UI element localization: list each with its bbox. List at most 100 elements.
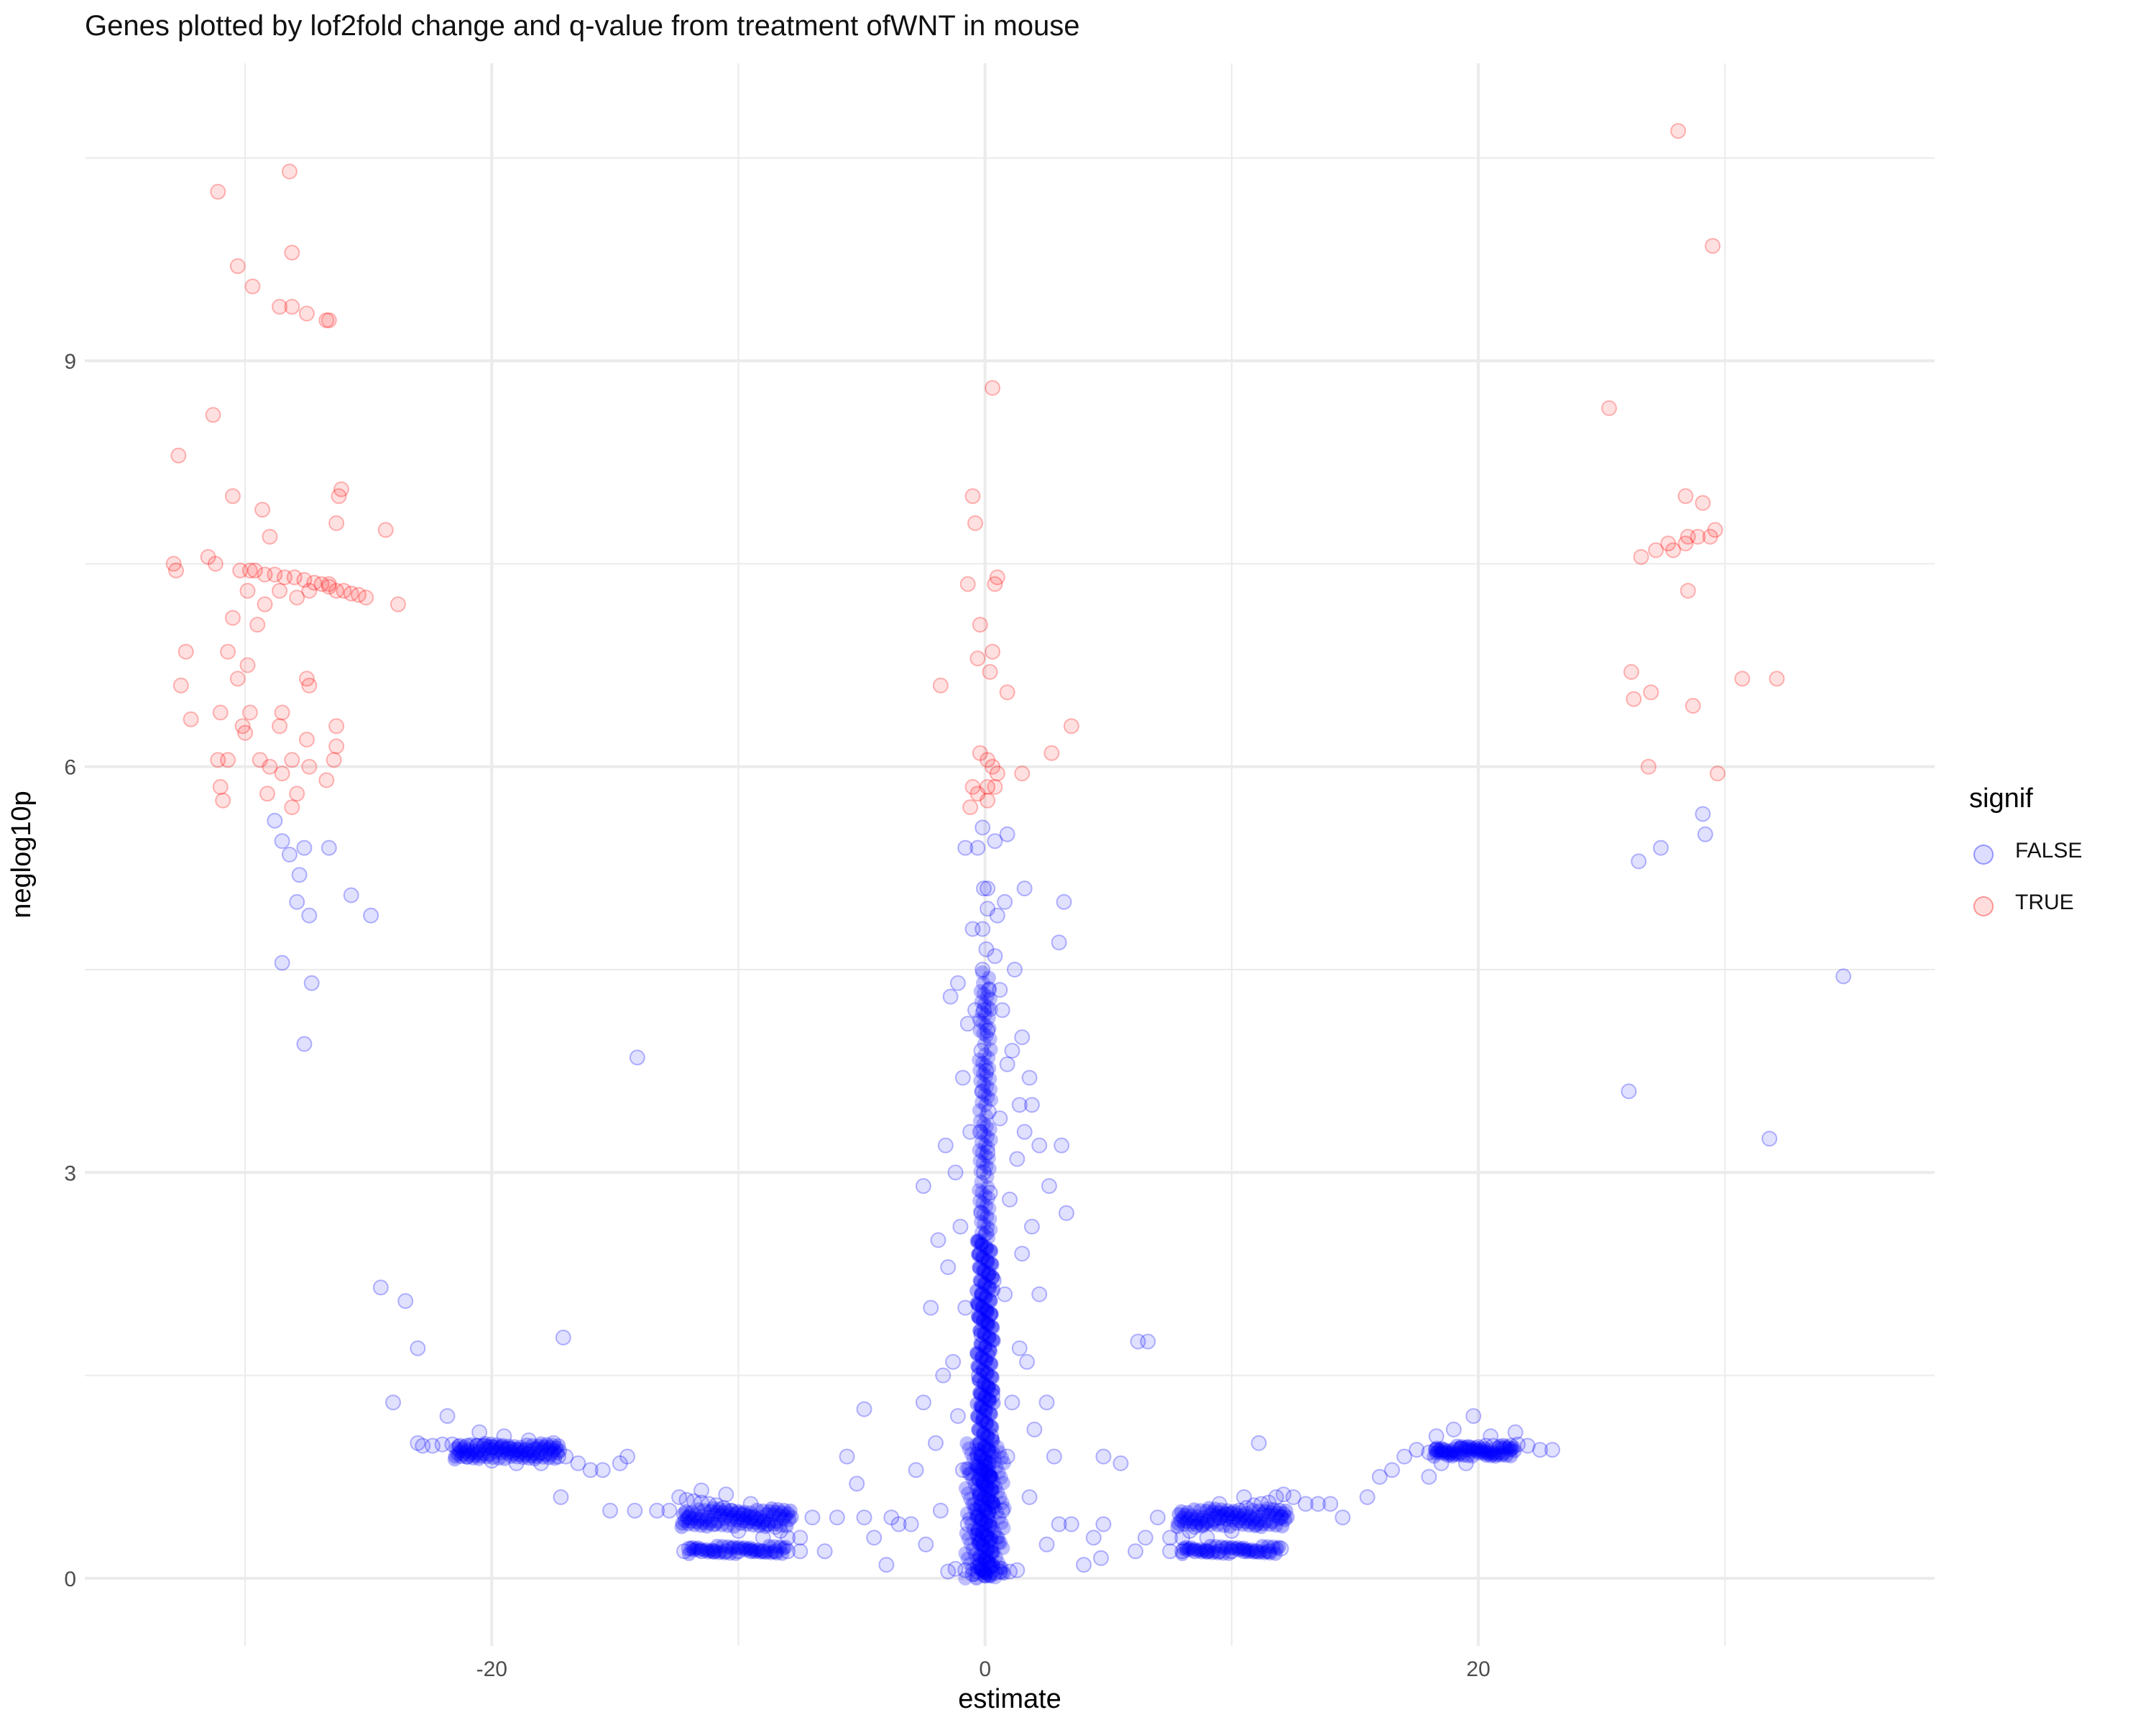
data-point-false (784, 1509, 799, 1524)
data-point-false (718, 1502, 733, 1517)
data-point-false (993, 1470, 1008, 1485)
data-point-false (1504, 1441, 1519, 1456)
data-point-false (1483, 1445, 1498, 1460)
data-point-false (462, 1448, 477, 1463)
data-point-false (734, 1507, 750, 1522)
data-point-false (985, 1257, 1000, 1272)
data-point-false (980, 1144, 996, 1161)
data-point-false (752, 1519, 767, 1534)
data-point-false (983, 1132, 998, 1147)
data-point-false (972, 1536, 987, 1551)
data-point-false (975, 1300, 990, 1315)
data-point-false (975, 1249, 990, 1264)
data-point-false (971, 1246, 985, 1261)
data-point-false (676, 1543, 692, 1560)
data-point-true (1680, 528, 1696, 545)
data-point-false (1477, 1441, 1492, 1456)
data-point-false (718, 1543, 734, 1560)
data-point-false (982, 1444, 998, 1459)
data-point-false (995, 1476, 1010, 1491)
data-point-false (533, 1444, 549, 1460)
data-point-true (343, 585, 359, 602)
data-point-false (1174, 1504, 1189, 1519)
data-point-false (758, 1545, 773, 1560)
data-point-false (930, 1232, 946, 1248)
x-tick-label: 0 (979, 1657, 991, 1681)
data-point-false (770, 1501, 786, 1517)
data-point-false (701, 1496, 717, 1512)
data-point-false (971, 1367, 987, 1384)
data-point-false (778, 1509, 793, 1524)
data-point-false (969, 1296, 985, 1311)
data-point-false (520, 1432, 537, 1448)
data-point-false (975, 1524, 989, 1540)
data-point-false (1175, 1547, 1190, 1561)
data-point-false (995, 1560, 1010, 1576)
data-point-false (985, 1333, 1000, 1348)
data-point-false (965, 1472, 980, 1486)
data-point-false (678, 1504, 693, 1519)
data-point-false (1149, 1509, 1166, 1526)
data-point-false (1023, 1097, 1040, 1113)
data-point-false (964, 921, 981, 937)
data-point-false (505, 1441, 520, 1456)
data-point-true (1643, 684, 1659, 701)
data-point-false (1433, 1455, 1450, 1471)
data-point-false (719, 1509, 734, 1524)
data-point-true (301, 758, 318, 775)
data-point-false (977, 1289, 992, 1304)
data-point-true (237, 724, 254, 741)
data-point-false (1479, 1448, 1494, 1463)
data-point-false (976, 880, 992, 897)
data-point-false (1259, 1545, 1274, 1559)
data-point-false (979, 1159, 994, 1174)
data-point-false (973, 1204, 988, 1219)
data-point-false (1232, 1542, 1247, 1558)
data-point-false (471, 1451, 487, 1466)
data-point-false (1230, 1507, 1245, 1522)
data-point-false (981, 1442, 996, 1457)
data-point-true (1690, 528, 1706, 545)
data-point-false (975, 1251, 990, 1266)
data-point-false (543, 1440, 558, 1455)
data-point-true (1680, 583, 1696, 599)
data-point-false (980, 1254, 995, 1269)
data-point-false (1322, 1496, 1339, 1512)
data-point-false (671, 1489, 688, 1505)
data-point-false (975, 962, 991, 978)
data-point-false (1162, 1543, 1179, 1560)
data-point-false (711, 1545, 727, 1560)
data-point-false (730, 1504, 745, 1519)
data-point-false (1439, 1445, 1455, 1460)
data-point-false (995, 1565, 1010, 1581)
data-point-false (537, 1439, 552, 1454)
data-point-false (1253, 1544, 1268, 1559)
data-point-false (979, 1119, 994, 1133)
data-point-false (1219, 1512, 1234, 1527)
data-point-false (984, 1369, 999, 1384)
data-point-false (1011, 1097, 1028, 1113)
data-point-false (973, 1327, 990, 1343)
data-point-true (1705, 238, 1721, 254)
data-point-true (1702, 528, 1718, 545)
data-point-false (768, 1519, 783, 1535)
data-point-false (1473, 1444, 1488, 1459)
data-point-false (975, 1413, 990, 1428)
data-point-false (1241, 1518, 1256, 1533)
data-point-false (1236, 1540, 1251, 1555)
data-point-false (768, 1543, 783, 1560)
data-point-true (967, 515, 983, 531)
data-point-true (239, 583, 256, 599)
data-point-false (979, 1484, 994, 1499)
data-point-true (985, 380, 1000, 396)
data-point-false (1194, 1545, 1209, 1560)
data-point-false (983, 1519, 998, 1534)
data-point-false (980, 1438, 995, 1453)
data-point-false (1203, 1538, 1218, 1553)
data-point-false (1206, 1514, 1221, 1529)
data-point-false (974, 1215, 989, 1230)
data-point-true (183, 711, 199, 727)
data-point-false (1128, 1543, 1143, 1560)
data-point-false (1493, 1438, 1508, 1453)
data-point-false (977, 1440, 992, 1455)
